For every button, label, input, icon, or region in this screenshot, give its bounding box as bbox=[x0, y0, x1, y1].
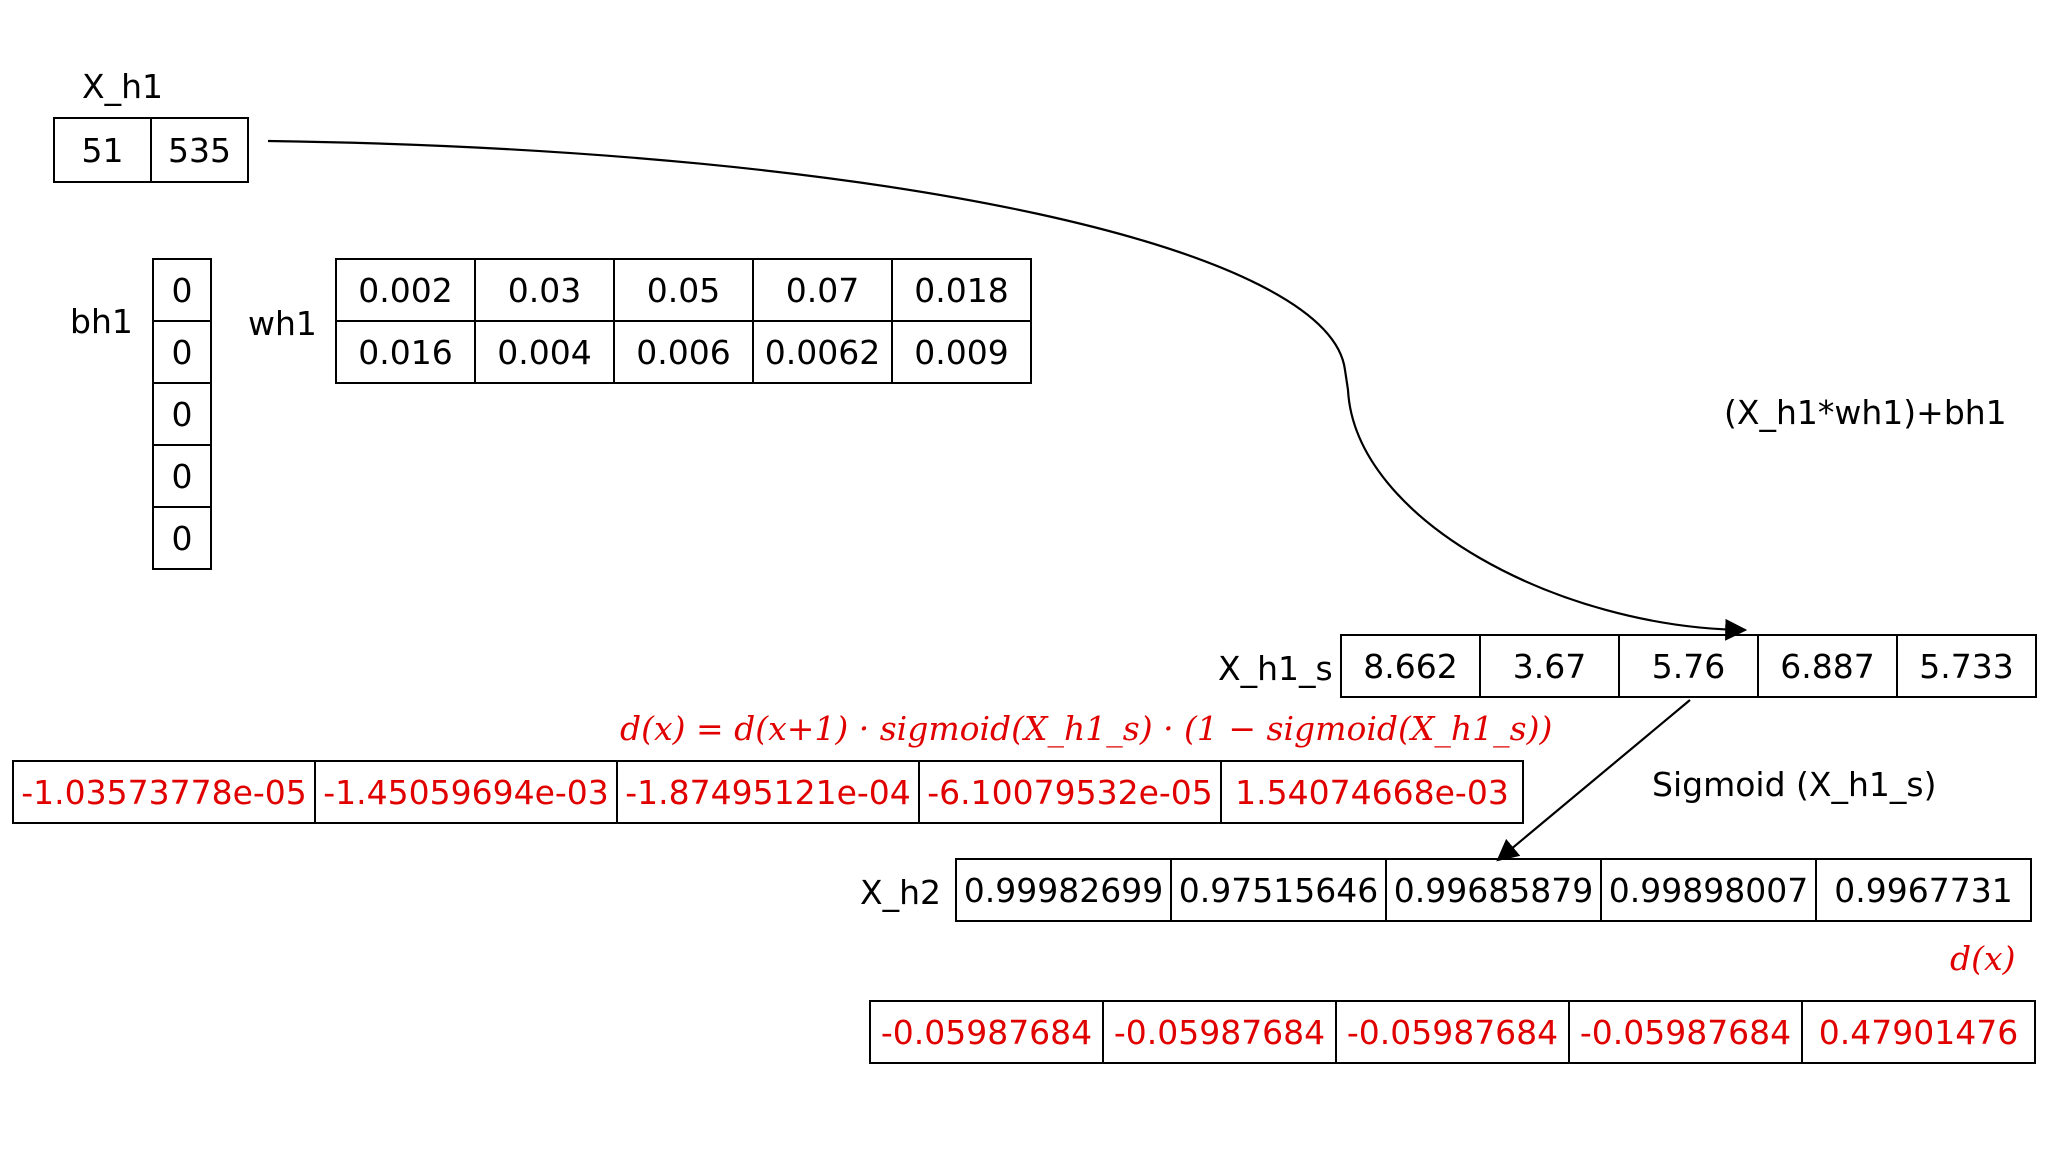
gradient-h2-cell: 0.47901476 bbox=[1801, 1000, 2036, 1064]
wh1-cell: 0.05 bbox=[613, 258, 754, 322]
wh1-label: wh1 bbox=[248, 304, 317, 343]
bh1-cell: 0 bbox=[152, 320, 212, 384]
arrow-sigmoid bbox=[1496, 699, 1691, 862]
bh1-cell: 0 bbox=[152, 444, 212, 508]
x-h1-cell: 51 bbox=[53, 117, 152, 183]
gradient-h1-cell: -1.87495121e-04 bbox=[616, 760, 920, 824]
wh1-cell: 0.004 bbox=[474, 320, 615, 384]
wh1-cell: 0.006 bbox=[613, 320, 754, 384]
gradient-h2-cell: -0.05987684 bbox=[869, 1000, 1104, 1064]
x-h1-label: X_h1 bbox=[82, 67, 164, 106]
wh1-cell: 0.018 bbox=[891, 258, 1032, 322]
gradient-h2-cell: -0.05987684 bbox=[1335, 1000, 1570, 1064]
wh1-cell: 0.009 bbox=[891, 320, 1032, 384]
sigmoid-label: Sigmoid (X_h1_s) bbox=[1652, 765, 1937, 804]
x-h1-cell: 535 bbox=[150, 117, 249, 183]
gradient-h1-cell: -6.10079532e-05 bbox=[918, 760, 1222, 824]
curve-arrow-xh1-to-xh1s bbox=[267, 139, 1748, 641]
gradient-h2-vector: -0.05987684 -0.05987684 -0.05987684 -0.0… bbox=[869, 1000, 2036, 1064]
x-h2-cell: 0.97515646 bbox=[1170, 858, 1387, 922]
x-h2-cell: 0.99685879 bbox=[1385, 858, 1602, 922]
x-h1-s-cell: 3.67 bbox=[1479, 634, 1620, 698]
x-h1-vector: 51 535 bbox=[53, 117, 249, 183]
x-h2-cell: 0.99982699 bbox=[955, 858, 1172, 922]
x-h1-s-vector: 8.662 3.67 5.76 6.887 5.733 bbox=[1340, 634, 2037, 698]
gradient-h1-cell: 1.54074668e-03 bbox=[1220, 760, 1524, 824]
bh1-vector: 0 0 0 0 0 bbox=[152, 258, 212, 570]
x-h1-s-cell: 6.887 bbox=[1757, 634, 1898, 698]
gradient-h2-cell: -0.05987684 bbox=[1102, 1000, 1337, 1064]
gradient-h1-cell: -1.45059694e-03 bbox=[314, 760, 618, 824]
wh1-cell: 0.016 bbox=[335, 320, 476, 384]
wh1-cell: 0.03 bbox=[474, 258, 615, 322]
operation-label: (X_h1*wh1)+bh1 bbox=[1724, 393, 2007, 432]
x-h2-cell: 0.9967731 bbox=[1815, 858, 2032, 922]
wh1-cell: 0.07 bbox=[752, 258, 893, 322]
wh1-matrix: 0.002 0.03 0.05 0.07 0.018 0.016 0.004 0… bbox=[335, 258, 1032, 384]
gradient-h2-cell: -0.05987684 bbox=[1568, 1000, 1803, 1064]
wh1-cell: 0.0062 bbox=[752, 320, 893, 384]
bh1-cell: 0 bbox=[152, 258, 212, 322]
gradient-h1-cell: -1.03573778e-05 bbox=[12, 760, 316, 824]
x-h1-s-cell: 8.662 bbox=[1340, 634, 1481, 698]
dx-label: d(x) bbox=[1950, 939, 2016, 978]
gradient-h1-vector: -1.03573778e-05 -1.45059694e-03 -1.87495… bbox=[12, 760, 1524, 824]
x-h2-cell: 0.99898007 bbox=[1600, 858, 1817, 922]
x-h1-s-cell: 5.733 bbox=[1896, 634, 2037, 698]
x-h1-s-label: X_h1_s bbox=[1218, 649, 1333, 688]
x-h1-s-cell: 5.76 bbox=[1618, 634, 1759, 698]
gradient-formula: d(x) = d(x+1) · sigmoid(X_h1_s) · (1 − s… bbox=[620, 709, 1553, 748]
x-h2-label: X_h2 bbox=[860, 873, 942, 912]
wh1-cell: 0.002 bbox=[335, 258, 476, 322]
bh1-cell: 0 bbox=[152, 506, 212, 570]
bh1-label: bh1 bbox=[70, 302, 133, 341]
x-h2-vector: 0.99982699 0.97515646 0.99685879 0.99898… bbox=[955, 858, 2032, 922]
bh1-cell: 0 bbox=[152, 382, 212, 446]
